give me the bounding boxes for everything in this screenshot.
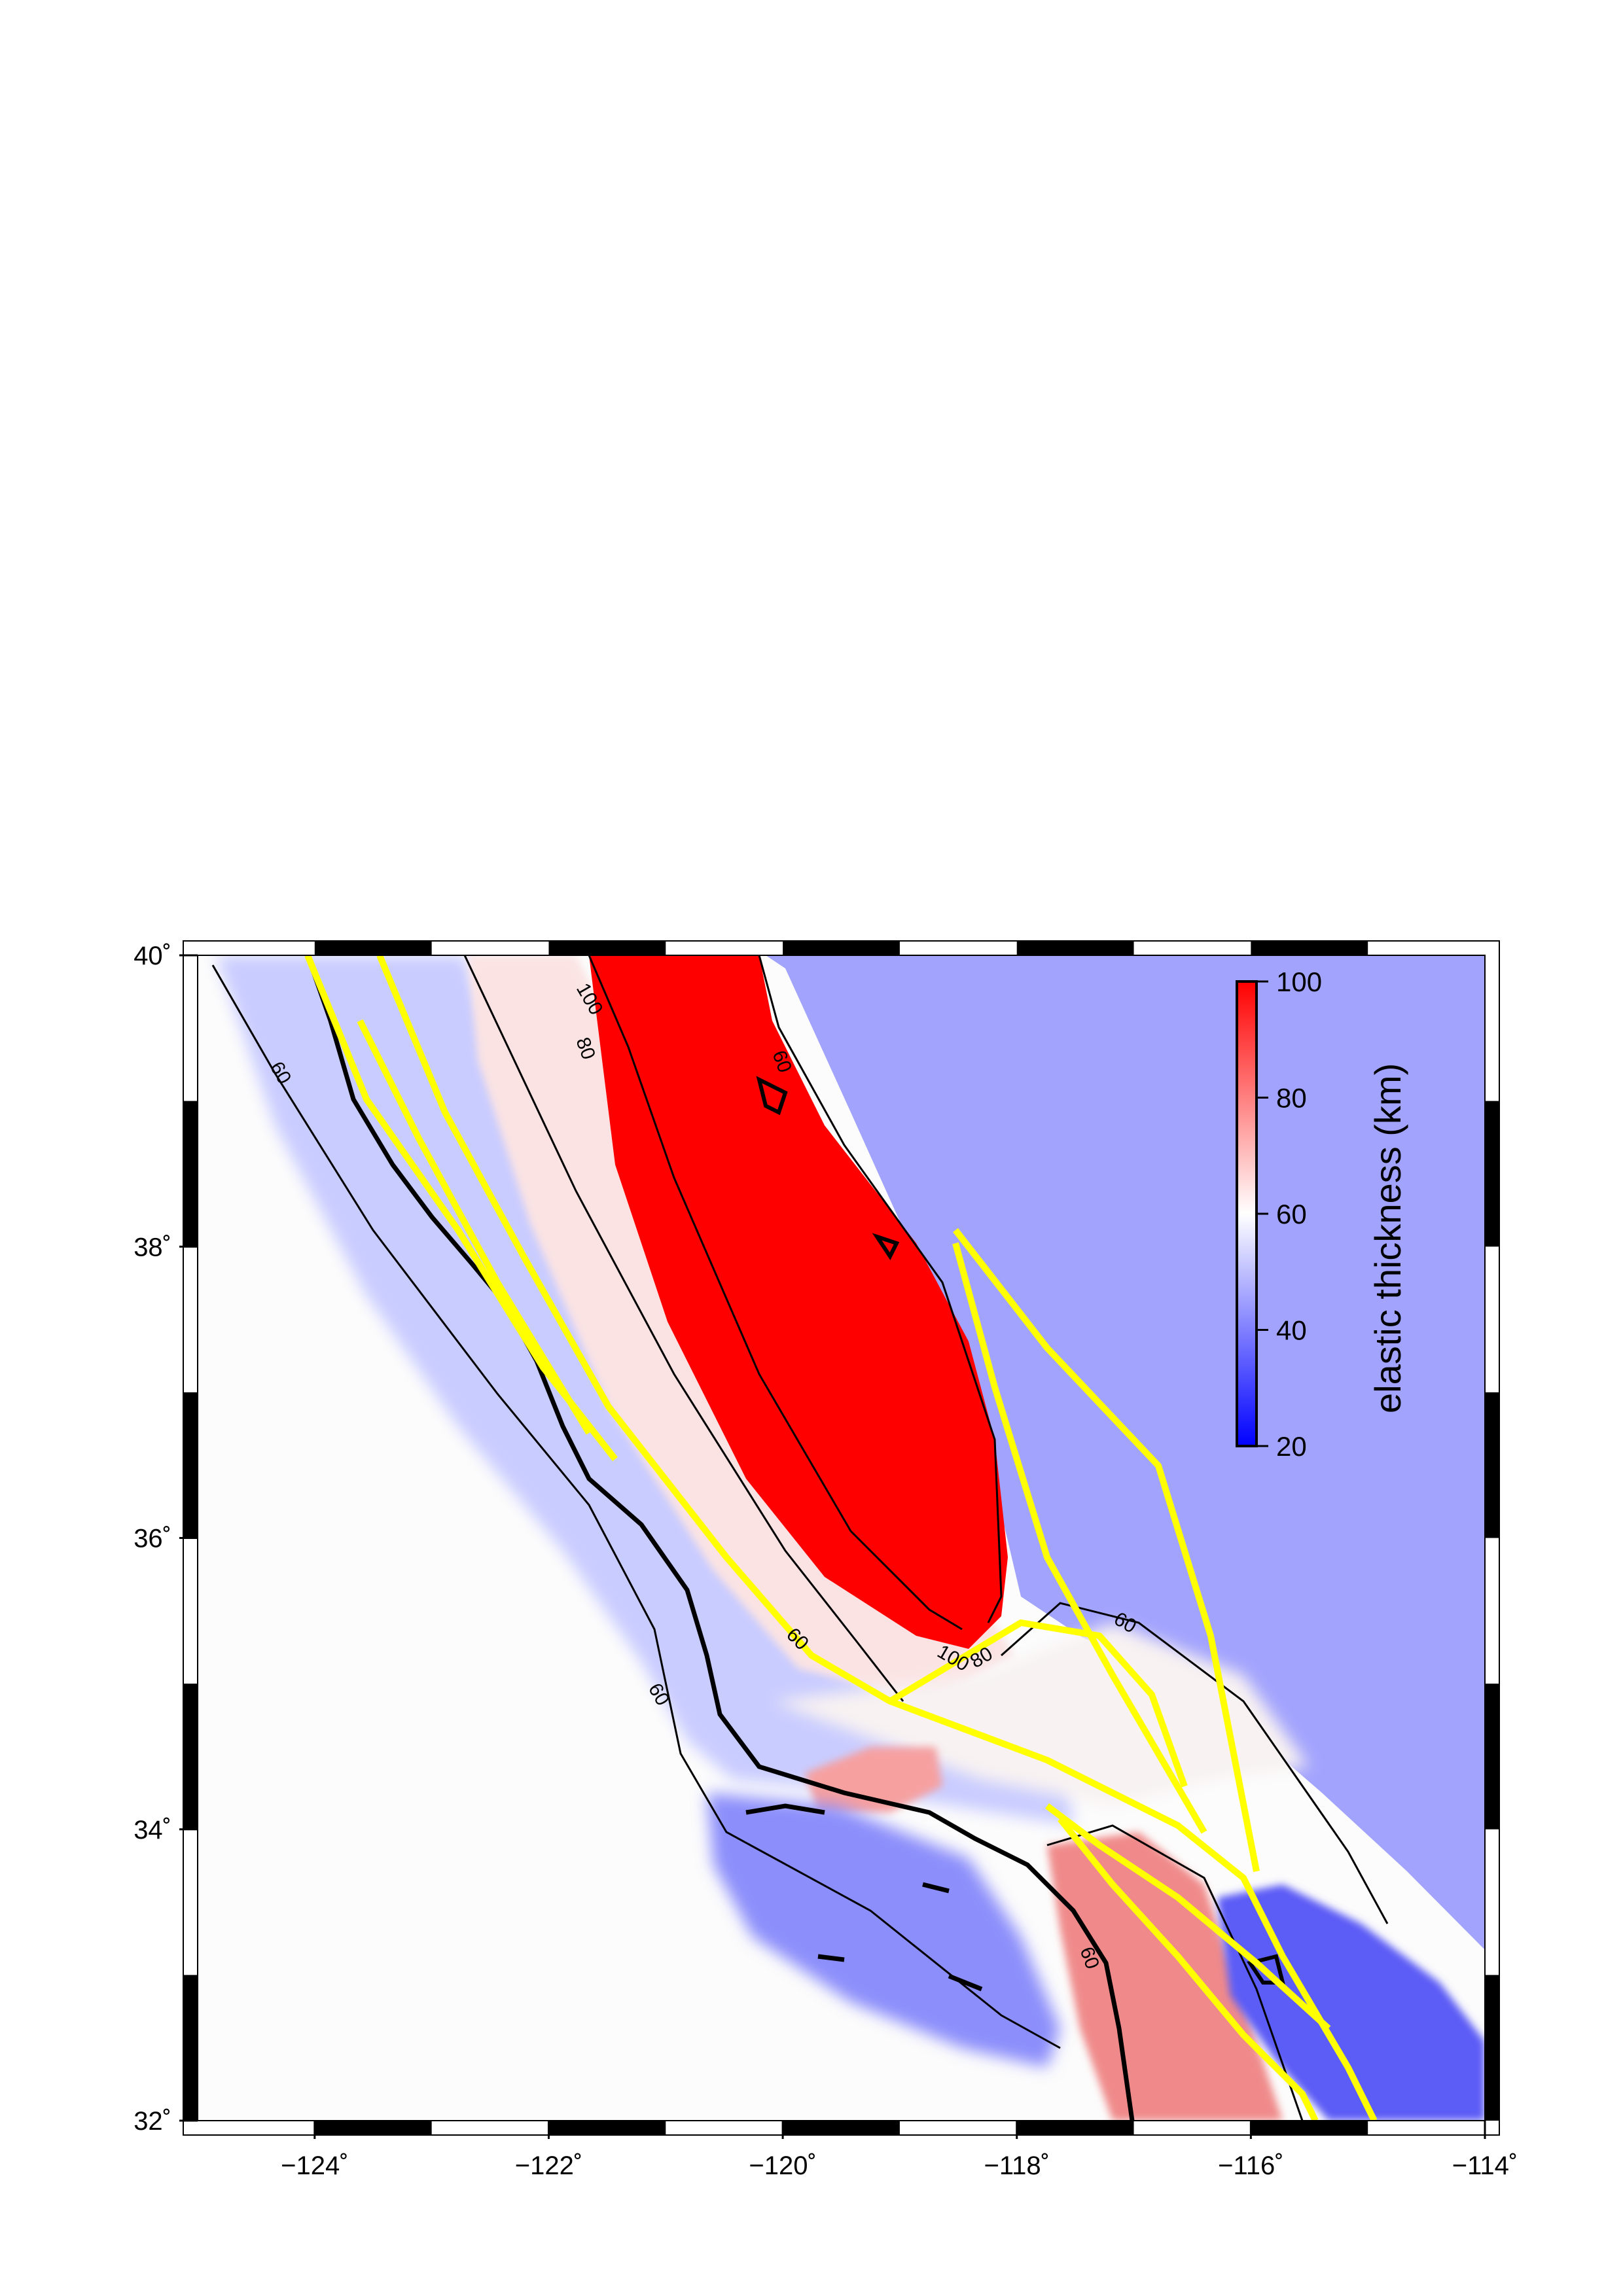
- x-tick-label: −124˚: [281, 2151, 348, 2180]
- contour-60-east: [1001, 1602, 1389, 1924]
- x-tick-label: −122˚: [515, 2151, 582, 2180]
- walker-lane-fault: [953, 1227, 1260, 1872]
- red-core: [589, 955, 1008, 1649]
- y-tick-label: 34˚: [134, 1816, 171, 1845]
- y-axis-ticks: 40˚ 38˚ 36˚ 34˚ 32˚: [134, 942, 198, 2136]
- colorbar-ticks: 100 80 60 40 20: [1257, 966, 1322, 1462]
- southern-red-wedge: [1047, 1832, 1283, 2121]
- frame-bar-top: [1016, 941, 1134, 955]
- frame-bar-bottom: [1251, 2121, 1368, 2135]
- frame-bar-bottom: [1016, 2121, 1134, 2135]
- southern-blue-pocket: [707, 1793, 1060, 2068]
- y-tick-label: 40˚: [134, 942, 171, 970]
- frame-bar-top: [548, 941, 666, 955]
- x-tick-label: −114˚: [1452, 2151, 1518, 2180]
- southern-fault-b: [1045, 1803, 1331, 2031]
- frame-bar-bottom: [548, 2121, 666, 2135]
- colorbar-tick-label: 20: [1276, 1431, 1307, 1462]
- frame-bar-top: [314, 941, 432, 955]
- deep-blue-zone: [1217, 1884, 1485, 2121]
- contour-60-inner: [463, 955, 904, 1702]
- frame-bar-left: [183, 1975, 198, 2121]
- pale-blue-zone: [216, 955, 1073, 1826]
- contour-southeast: [1046, 1824, 1304, 2121]
- frame-bar-right: [1485, 1975, 1499, 2121]
- contour-100-west: [588, 955, 963, 1631]
- eastern-blue-zone: [766, 955, 1485, 1950]
- colorbar-tick-label: 100: [1276, 966, 1322, 997]
- contour-lines: [211, 955, 1389, 2121]
- contour-60-outer: [211, 964, 1061, 2049]
- frame-bar-bottom: [783, 2121, 900, 2135]
- channel-islands: [745, 1803, 983, 1992]
- x-tick-label: −118˚: [984, 2151, 1050, 2180]
- frame-bar-left: [183, 1392, 198, 1538]
- frame-bar-right: [1485, 1101, 1499, 1247]
- frame-bar-bottom: [314, 2121, 432, 2135]
- colorbar-title: elastic thickness (km): [1367, 1063, 1408, 1413]
- x-axis-ticks: −124˚ −122˚ −120˚ −118˚ −116˚ −114˚: [281, 2121, 1518, 2180]
- eastern-fault: [952, 1242, 1207, 1834]
- frame-bar-right: [1485, 1684, 1499, 1829]
- map-field: 60 60 60 60 60 60 80 80 100 100: [198, 955, 1485, 2121]
- frame-bar-top: [783, 941, 900, 955]
- fault-lines: [304, 955, 1378, 2121]
- y-tick-label: 38˚: [134, 1233, 171, 1262]
- frame-bar-left: [183, 1101, 198, 1247]
- southern-fault-a: [1058, 1816, 1319, 2121]
- frame-bar-left: [183, 1684, 198, 1829]
- contour-100-east: [758, 955, 1003, 1623]
- colorbar-tick-label: 40: [1276, 1315, 1307, 1346]
- colorbar-gradient: [1236, 980, 1258, 1447]
- frame-bar-right: [1485, 1392, 1499, 1538]
- x-tick-label: −120˚: [749, 2151, 816, 2180]
- x-tick-label: −116˚: [1218, 2151, 1283, 2180]
- frame-bar-top: [1251, 941, 1368, 955]
- y-tick-label: 32˚: [134, 2107, 171, 2136]
- coastal-fault-b: [357, 1019, 592, 1435]
- pink-lobe: [805, 1747, 942, 1812]
- y-tick-label: 36˚: [134, 1525, 171, 1553]
- colorbar: 100 80 60 40 20 elastic thickness (km): [1236, 966, 1408, 1462]
- colorbar-tick-label: 80: [1276, 1083, 1307, 1114]
- garlock-fault: [888, 1619, 1188, 1788]
- coastline: [305, 955, 1135, 2121]
- colorbar-tick-label: 60: [1276, 1199, 1307, 1229]
- frame-checker-bars: [183, 941, 1499, 2135]
- map-frame: [183, 940, 1500, 2136]
